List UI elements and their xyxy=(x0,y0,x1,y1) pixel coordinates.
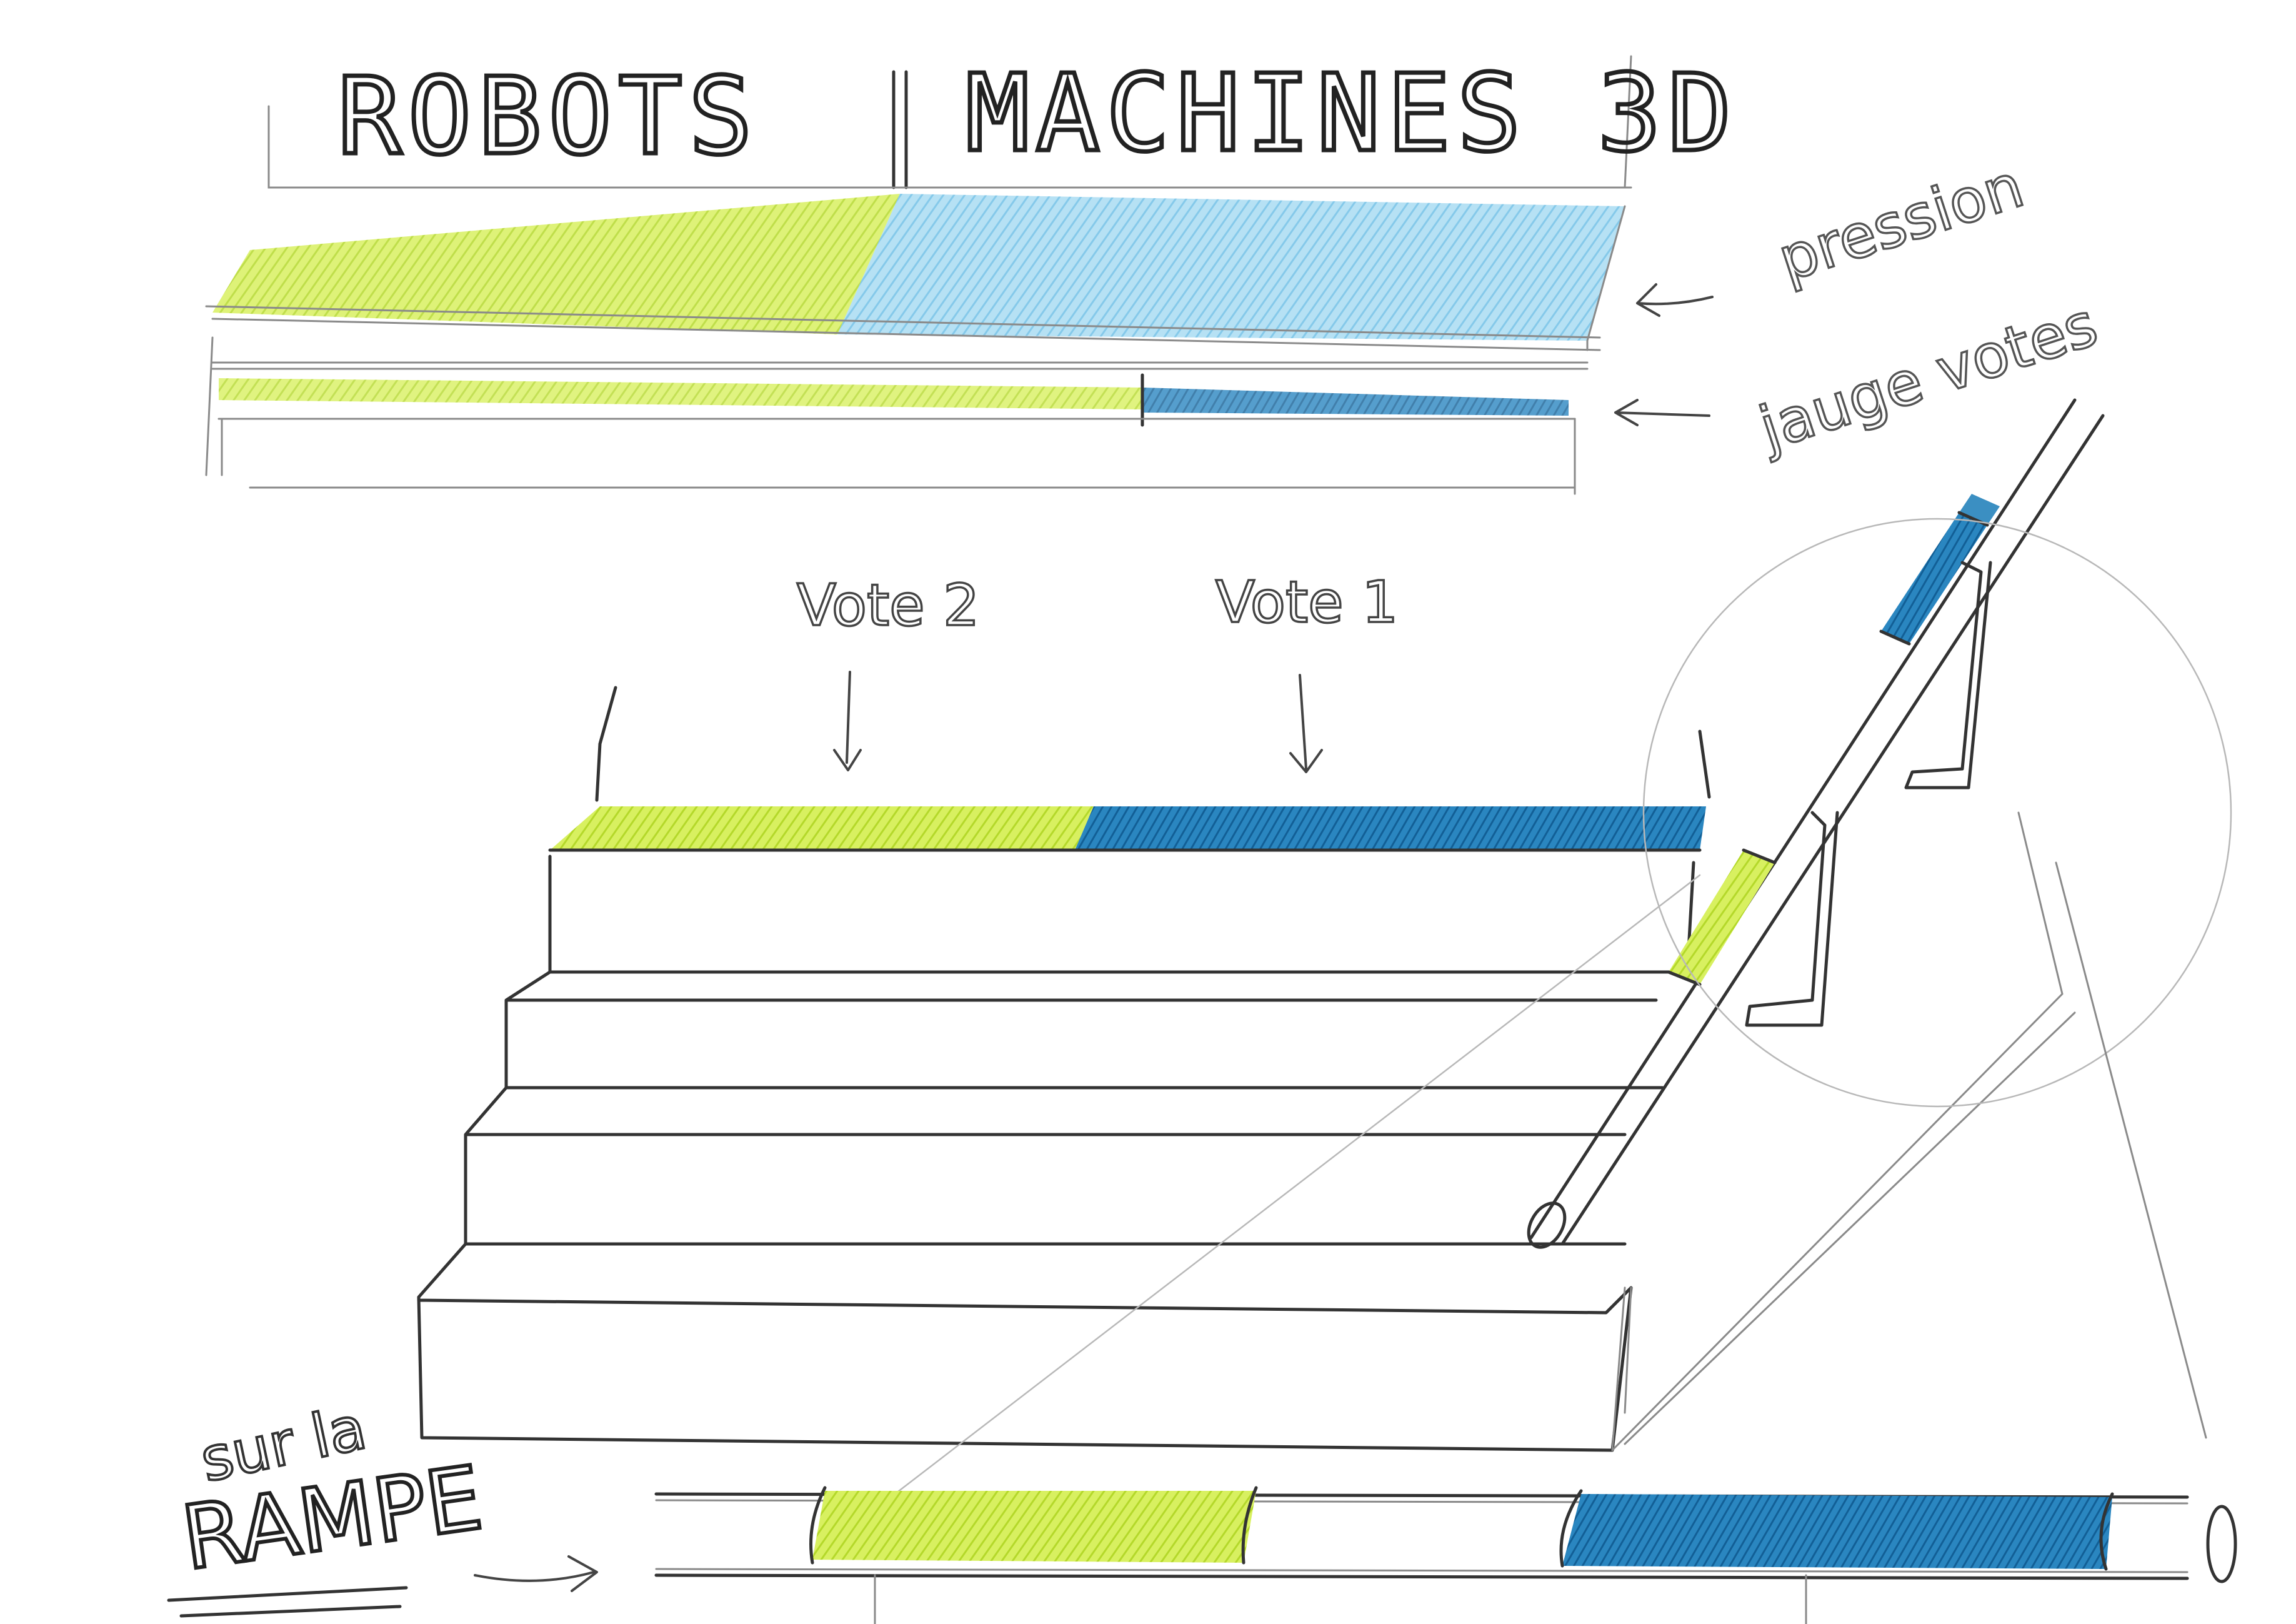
sign-title-robots: ROBOTS xyxy=(337,55,759,179)
vote-1-arrow-icon xyxy=(1289,674,1323,773)
rail-segment-blue-top xyxy=(1881,513,1987,644)
rail-detail-green xyxy=(812,1491,1256,1563)
handrail xyxy=(1527,398,2232,1439)
rail-end-cap xyxy=(2206,1505,2237,1583)
pressure-label: pression xyxy=(1770,151,2031,295)
vote-1-marker: Vote 1 xyxy=(1214,568,1399,773)
vote-2-arrow-icon xyxy=(833,671,862,771)
vote-1-label: Vote 1 xyxy=(1215,569,1399,636)
robots-pressure-zone xyxy=(212,194,900,334)
vote-gauge-green xyxy=(219,378,1144,409)
rail-detail-blue xyxy=(1562,1494,2112,1569)
machines-pressure-zone xyxy=(837,194,1625,341)
sign-title-machines: MACHINES 3D xyxy=(966,52,1738,176)
vote-2-label: Vote 2 xyxy=(797,572,980,639)
vote-gauge-arrow-icon xyxy=(1614,399,1710,426)
vote-gauge-blue xyxy=(1144,388,1569,416)
ramp-caption-underline xyxy=(167,1586,408,1618)
rail-segment-blue-light xyxy=(1959,494,2000,525)
rail-detail xyxy=(654,1486,2237,1624)
vote-2-marker: Vote 2 xyxy=(796,571,981,771)
vote-gauge-annotation: jauge votes xyxy=(1614,288,2107,465)
staircase xyxy=(417,686,2076,1520)
rail-segment-green xyxy=(1669,850,1775,985)
vote-2-top-surface xyxy=(550,806,1094,850)
sign-panel xyxy=(205,55,1632,495)
ramp-pointer-arrow-icon xyxy=(474,1555,598,1592)
vote-1-top-surface xyxy=(1075,806,1706,850)
pressure-arrow-icon xyxy=(1636,283,1714,317)
